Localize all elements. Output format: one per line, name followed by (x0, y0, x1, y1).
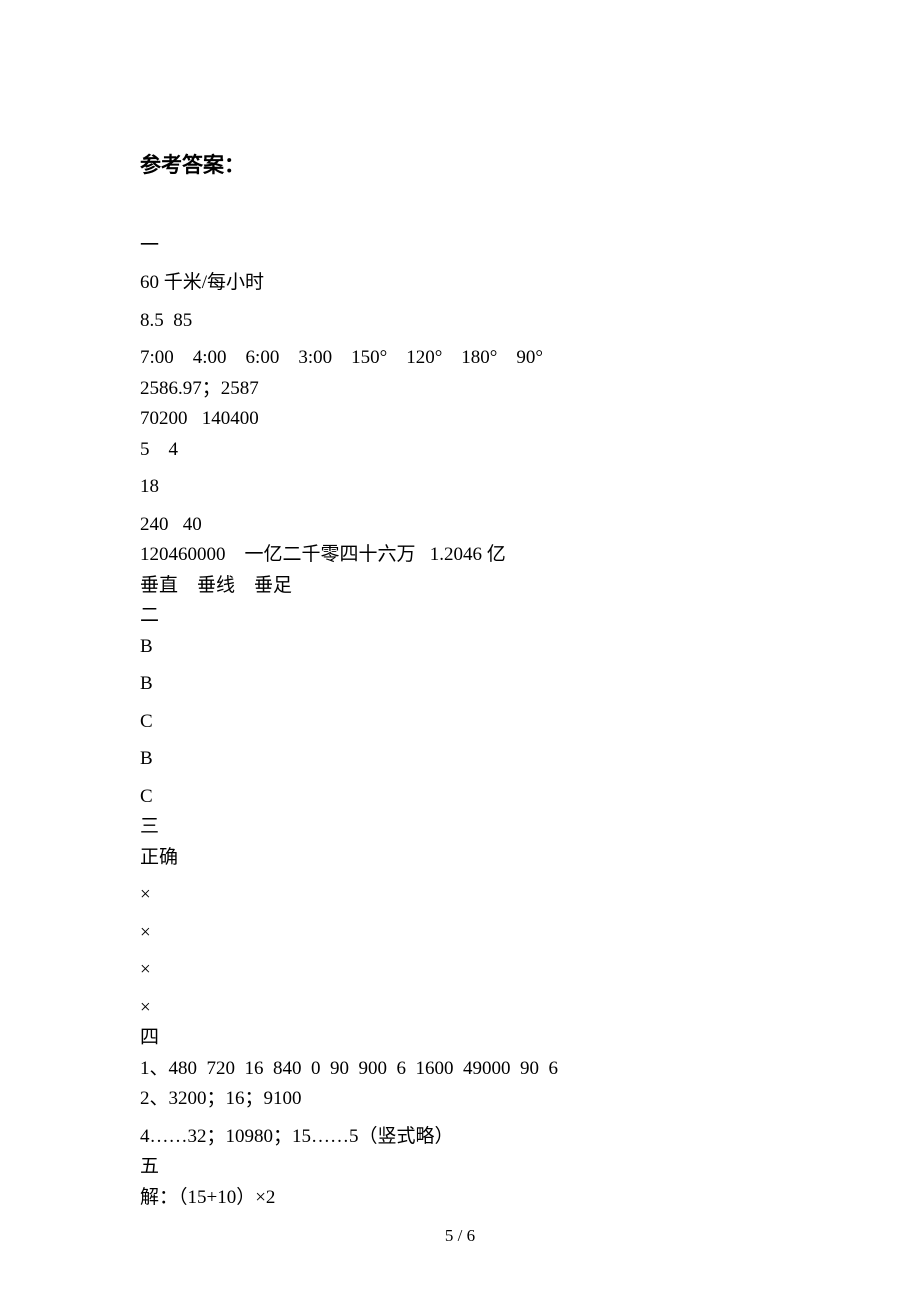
s4-l3: 4……32；10980；15……5（竖式略） (140, 1123, 780, 1152)
s2-a4: B (140, 745, 780, 774)
section-2-head: 二 (140, 602, 780, 631)
s1-line-9: 120460000 一亿二千零四十六万 1.2046 亿 (140, 541, 780, 570)
s3-a4: × (140, 956, 780, 985)
answer-key-title: 参考答案： (140, 150, 780, 182)
s4-l2: 2、3200；16；9100 (140, 1085, 780, 1114)
s1-line-2: 8.5 85 (140, 307, 780, 336)
s1-line-8: 240 40 (140, 511, 780, 540)
s4-l1: 1、480 720 16 840 0 90 900 6 1600 49000 9… (140, 1055, 780, 1084)
s2-a3: C (140, 708, 780, 737)
s5-l1: 解：（15+10）×2 (140, 1184, 780, 1213)
page-number: 5 / 6 (0, 1223, 920, 1249)
s1-line-6: 5 4 (140, 436, 780, 465)
section-3-head: 三 (140, 813, 780, 842)
s2-a1: B (140, 633, 780, 662)
s1-line-3: 7:00 4:00 6:00 3:00 150° 120° 180° 90° (140, 344, 780, 373)
s1-line-4: 2586.97；2587 (140, 375, 780, 404)
section-4-head: 四 (140, 1024, 780, 1053)
s2-a2: B (140, 670, 780, 699)
s1-line-1: 60 千米/每小时 (140, 269, 780, 298)
section-5-head: 五 (140, 1153, 780, 1182)
s3-a3: × (140, 919, 780, 948)
s1-line-7: 18 (140, 473, 780, 502)
s2-a5: C (140, 783, 780, 812)
s3-a1: 正确 (140, 844, 780, 873)
s1-line-5: 70200 140400 (140, 405, 780, 434)
document-page: 参考答案： 一 60 千米/每小时 8.5 85 7:00 4:00 6:00 … (0, 0, 920, 1302)
s3-a2: × (140, 881, 780, 910)
section-1-head: 一 (140, 232, 780, 261)
s3-a5: × (140, 994, 780, 1023)
s1-line-10: 垂直 垂线 垂足 (140, 572, 780, 601)
